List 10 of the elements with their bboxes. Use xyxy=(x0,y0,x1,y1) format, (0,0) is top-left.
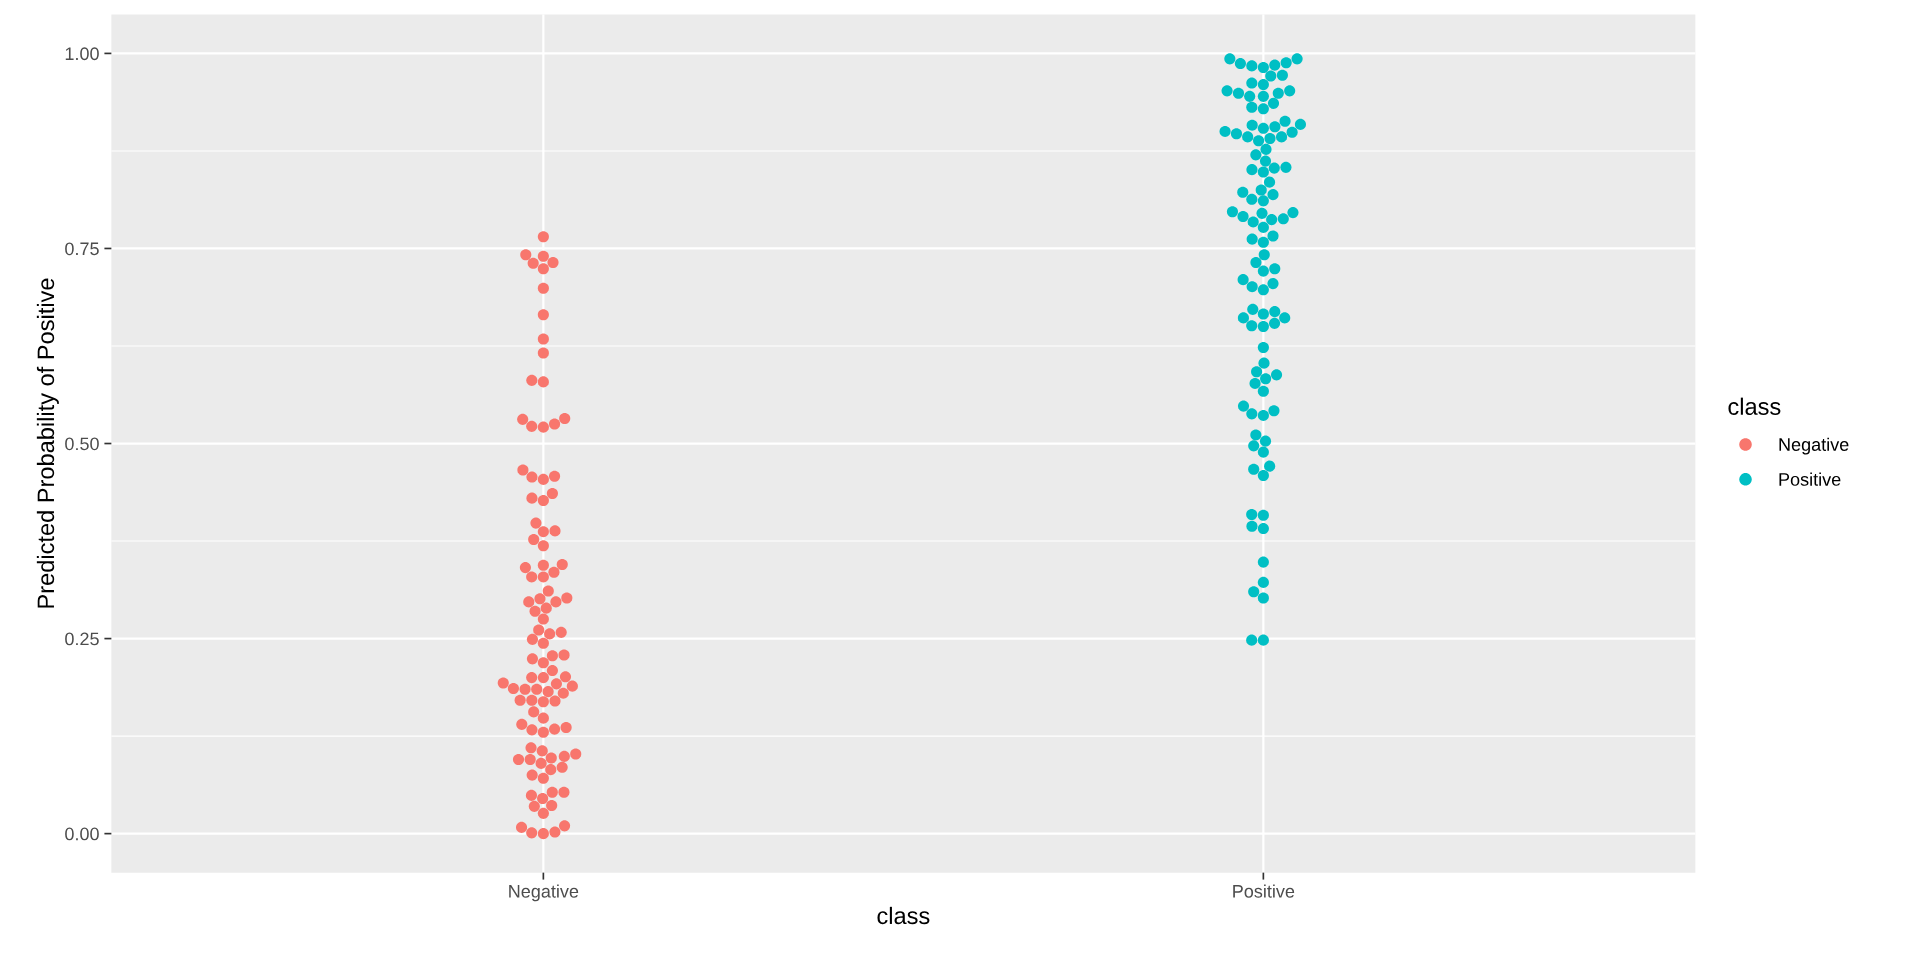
y-tick-label: 0.75 xyxy=(65,242,99,256)
y-tick-label: 1.00 xyxy=(65,47,99,61)
y-tick-label: 0.25 xyxy=(65,632,99,646)
y-axis-title: Predicted Probability of Positive xyxy=(36,278,59,608)
legend-label: Positive xyxy=(1779,472,1841,486)
y-tick-label: 0.50 xyxy=(65,437,99,451)
y-tick-label: 0.00 xyxy=(65,827,99,841)
legend-title: class xyxy=(877,906,930,925)
x-axis-title: class xyxy=(1728,397,1781,415)
legend-label: Negative xyxy=(1779,437,1849,455)
